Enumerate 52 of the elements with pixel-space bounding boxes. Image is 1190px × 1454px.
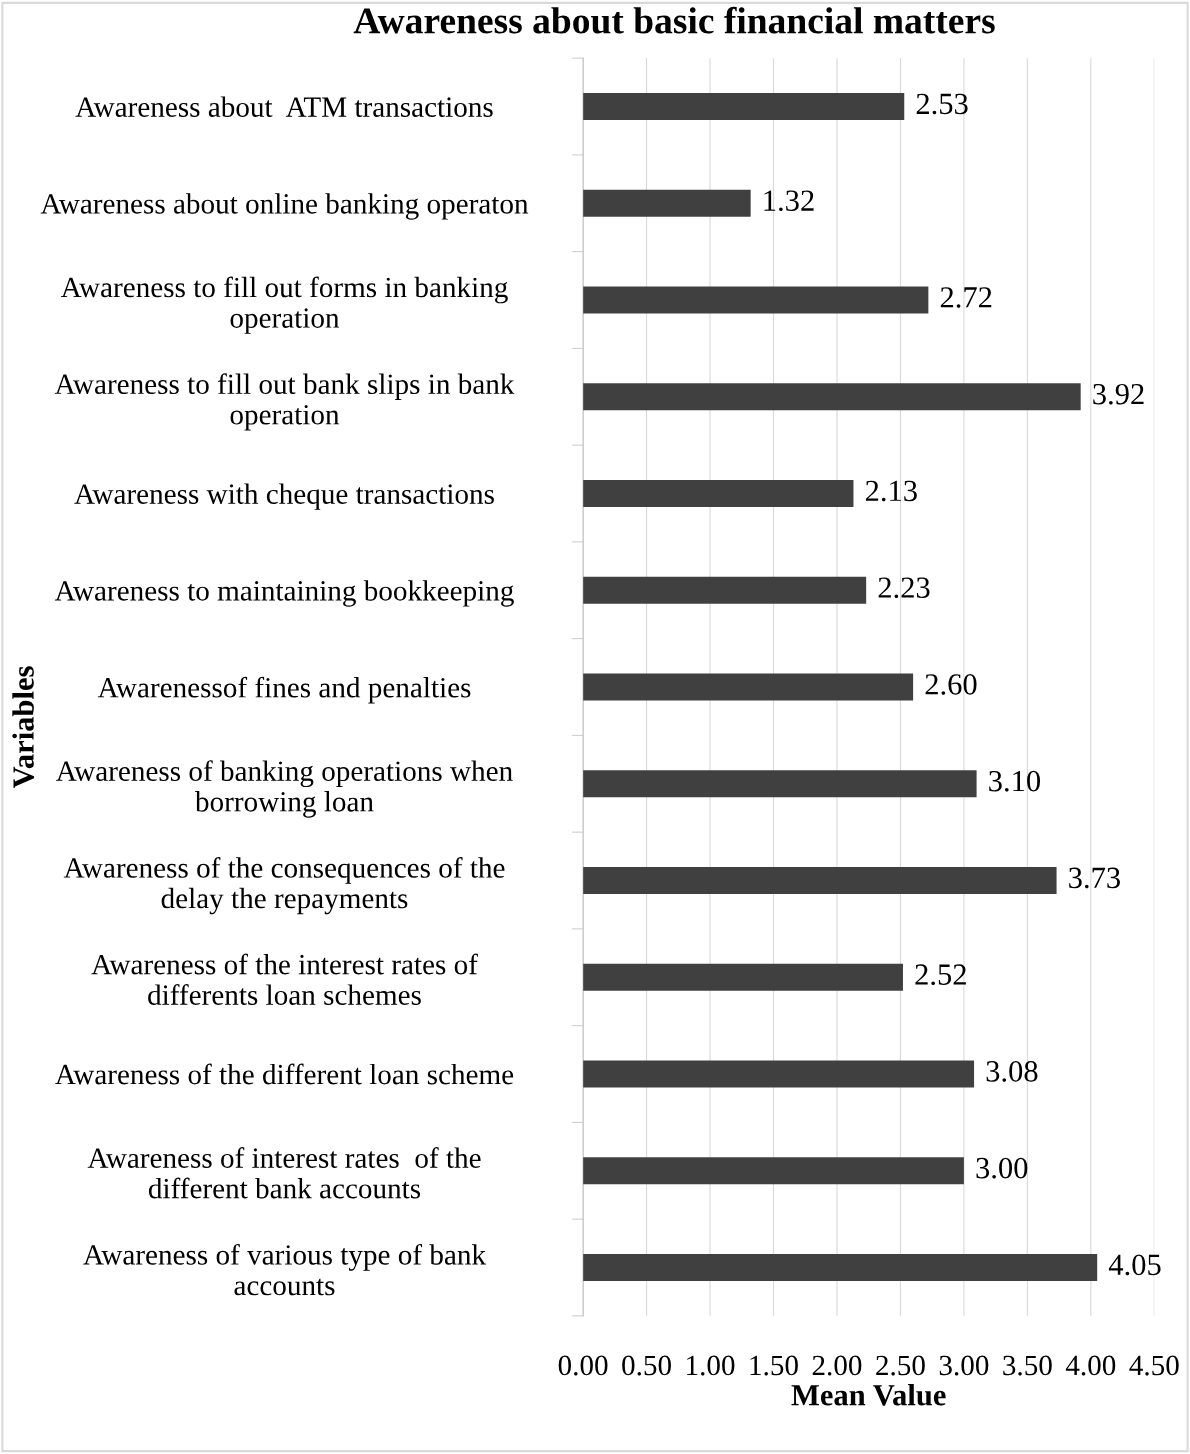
data-label: 3.00 <box>976 1157 1028 1179</box>
y-tick-label: Awareness to maintaining bookkeeping <box>54 580 514 607</box>
x-tick-label: 1.00 <box>687 1355 735 1376</box>
bar <box>583 673 914 701</box>
y-tick-label: Awarenessof fines and penalties <box>97 676 471 704</box>
y-tick-label: Awareness about ATM transactions <box>75 96 493 117</box>
x-axis-title: Mean Value <box>791 1383 946 1406</box>
bar <box>583 383 1081 411</box>
bar <box>583 92 905 121</box>
x-tick-label: 2.50 <box>876 1355 925 1376</box>
data-label: 1.32 <box>764 190 814 212</box>
y-tick-label: Awareness of interest rates of the different bank accounts <box>87 1147 481 1199</box>
y-tick-label: Awareness to fill out forms in banking operation <box>60 276 508 334</box>
y-tick-label: Awareness of various type of bank accounts <box>83 1243 487 1296</box>
data-label: 4.05 <box>1108 1254 1161 1276</box>
x-tick-label: 0.00 <box>558 1355 608 1376</box>
y-tick-label: Awareness of the interest rates of differents loan schemes <box>91 953 478 1005</box>
y-axis-title: Variables <box>12 666 34 789</box>
chart-title: Awareness about basic financial matters <box>353 6 995 34</box>
bar <box>583 576 867 604</box>
data-label: 2.23 <box>878 577 930 599</box>
bar <box>583 770 977 798</box>
bar <box>583 189 751 217</box>
y-tick-label: Awareness with cheque transactions <box>74 483 494 510</box>
x-tick-label: 4.00 <box>1065 1355 1116 1376</box>
y-tick-label: Awareness about online banking operaton <box>40 193 529 220</box>
data-label: 2.72 <box>940 287 992 308</box>
x-tick-label: 1.50 <box>750 1355 798 1376</box>
x-tick-label: 3.00 <box>939 1355 989 1376</box>
bar <box>583 286 929 314</box>
data-label: 3.92 <box>1093 383 1144 405</box>
data-label: 2.13 <box>865 480 917 502</box>
y-tick-label: Awareness of the different loan scheme <box>55 1063 514 1085</box>
bar <box>583 479 854 508</box>
bar <box>583 1253 1098 1282</box>
x-tick-label: 3.50 <box>1003 1355 1052 1376</box>
data-label: 3.10 <box>989 770 1041 792</box>
bar <box>583 1060 975 1088</box>
x-tick-label: 4.50 <box>1129 1355 1179 1376</box>
data-label: 2.53 <box>916 93 968 115</box>
data-label: 2.52 <box>915 964 966 986</box>
data-label: 2.60 <box>925 674 977 695</box>
x-tick-label: 0.50 <box>622 1355 671 1376</box>
y-tick-label: Awareness of banking operations when borrowing loan <box>56 760 513 818</box>
y-tick-label: Awareness of the consequences of the delay the repayments <box>63 857 505 915</box>
data-label: 3.08 <box>986 1061 1038 1082</box>
bar <box>583 866 1057 895</box>
y-tick-label: Awareness to fill out bank slips in bank operation <box>54 373 515 431</box>
x-tick-label: 2.00 <box>812 1355 862 1376</box>
bar <box>583 1157 964 1185</box>
data-label: 3.73 <box>1069 867 1120 889</box>
bar <box>583 963 903 991</box>
